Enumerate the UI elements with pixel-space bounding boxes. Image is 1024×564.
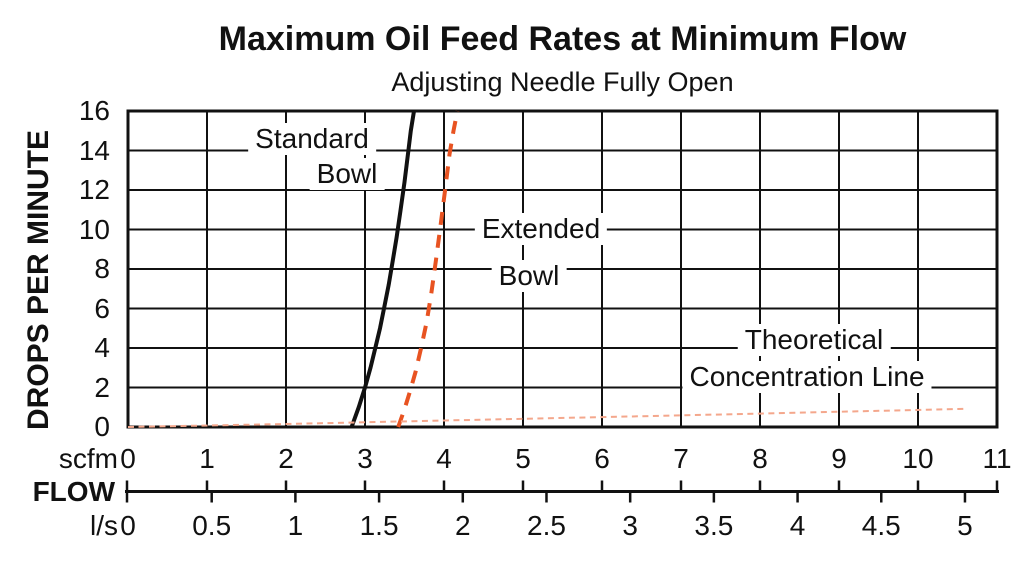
scfm-tick-label: 7: [673, 443, 689, 474]
scfm-tick-label: 1: [199, 443, 215, 474]
ls-tick-label: 3: [622, 510, 638, 541]
ls-tick-label: 0: [120, 510, 136, 541]
y-tick-label: 2: [94, 371, 110, 403]
flow-axis-title: FLOW: [32, 476, 115, 507]
scfm-tick-label: 11: [982, 443, 1012, 474]
chart-title: Maximum Oil Feed Rates at Minimum Flow: [218, 20, 907, 58]
ls-tick-label: 5: [957, 510, 973, 541]
ls-tick-label: 1: [287, 510, 304, 541]
scfm-tick-label: 9: [831, 443, 847, 474]
series-theoretical-concentration-line-line: [127, 407, 966, 428]
y-tick-label: 6: [94, 292, 110, 324]
ls-tick-label: 2.5: [527, 510, 566, 541]
ls-tick-label: 3.5: [694, 510, 734, 541]
ls-tick-label: 1.5: [359, 510, 399, 541]
annotation-theoretical-concentration-line1: Theoretical: [737, 324, 891, 356]
y-tick-label: 16: [78, 95, 110, 126]
scfm-tick-label: 10: [902, 443, 934, 474]
annotation-extended-bowl-line1: Extended: [474, 213, 608, 245]
ls-tick-label: 0.5: [192, 510, 232, 541]
scfm-tick-label: 3: [357, 443, 373, 474]
scfm-tick-label: 6: [594, 443, 610, 474]
chart-subtitle: Adjusting Needle Fully Open: [391, 67, 734, 97]
scfm-tick-label: 5: [515, 443, 531, 474]
ls-tick-label: 2: [454, 510, 471, 541]
plot-frame: [126, 109, 999, 429]
scfm-tick-label: 4: [436, 443, 452, 474]
series-extended-bowl-line: [396, 110, 460, 428]
ls-tick-label: 4: [789, 510, 806, 541]
annotation-theoretical-concentration-line2: Concentration Line: [682, 361, 932, 393]
y-tick-label: 4: [94, 332, 110, 363]
scfm-tick-label: 0: [120, 443, 136, 474]
y-tick-label: 0: [94, 411, 110, 442]
scfm-unit-label: scfm: [58, 443, 118, 474]
y-tick-label: 14: [78, 134, 110, 166]
series-standard-bowl-line: [349, 110, 416, 428]
scfm-tick-label: 8: [752, 443, 768, 474]
scfm-tick-label: 2: [278, 443, 294, 474]
y-tick-label: 10: [78, 213, 110, 245]
y-tick-label: 12: [78, 174, 110, 205]
annotation-standard-bowl-line2: Bowl: [309, 158, 385, 190]
annotation-extended-bowl-line2: Bowl: [491, 260, 567, 292]
y-tick-label: 8: [94, 253, 110, 284]
ls-tick-label: 4.5: [861, 510, 901, 541]
annotation-standard-bowl-line1: Standard: [248, 123, 376, 155]
ls-unit-label: l/s: [90, 510, 118, 541]
